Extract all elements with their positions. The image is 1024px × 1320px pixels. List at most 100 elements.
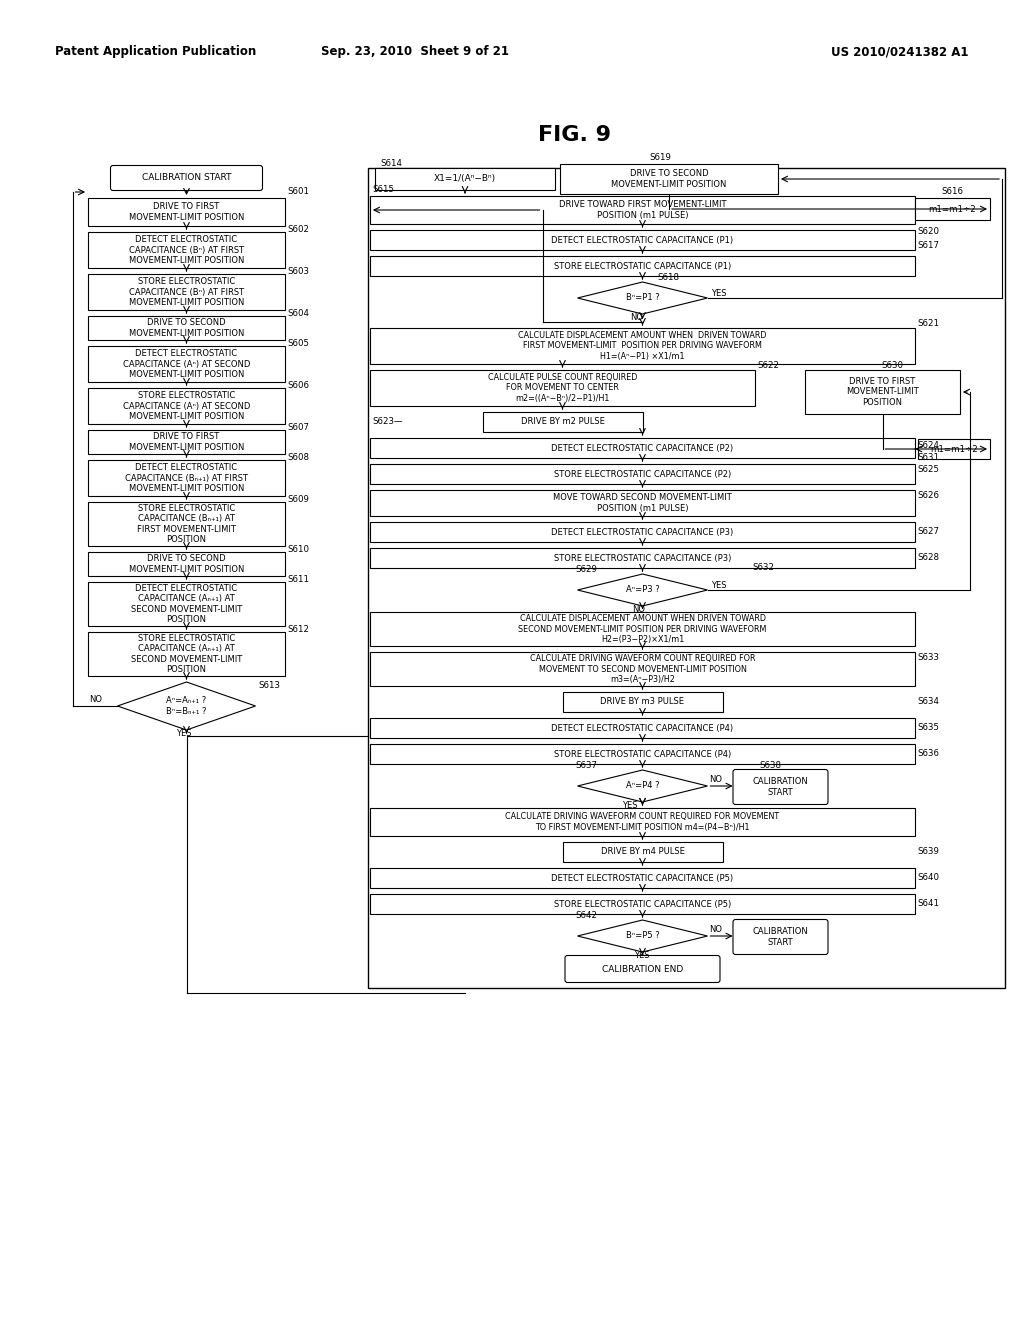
Text: S608: S608 (287, 454, 309, 462)
Bar (88, 632, 285, 676)
Text: STORE ELECTROSTATIC CAPACITANCE (P1): STORE ELECTROSTATIC CAPACITANCE (P1) (554, 261, 731, 271)
Text: NO: NO (710, 776, 723, 784)
Bar (370, 327, 915, 364)
Text: CALIBRATION
START: CALIBRATION START (753, 777, 808, 797)
Bar (88, 232, 285, 268)
Text: DETECT ELECTROSTATIC CAPACITANCE (P1): DETECT ELECTROSTATIC CAPACITANCE (P1) (552, 235, 733, 244)
Text: DRIVE BY m2 PULSE: DRIVE BY m2 PULSE (520, 417, 604, 426)
Text: S611: S611 (287, 576, 309, 585)
Text: DETECT ELECTROSTATIC
CAPACITANCE (Bₙ₊₁) AT FIRST
MOVEMENT-LIMIT POSITION: DETECT ELECTROSTATIC CAPACITANCE (Bₙ₊₁) … (125, 463, 248, 492)
Bar (370, 195, 915, 224)
Text: CALIBRATION
START: CALIBRATION START (753, 927, 808, 946)
Text: FIG. 9: FIG. 9 (539, 125, 611, 145)
FancyBboxPatch shape (111, 165, 262, 190)
Bar (370, 438, 915, 458)
Bar (370, 744, 915, 764)
Text: DETECT ELECTROSTATIC
CAPACITANCE (Bⁿ) AT FIRST
MOVEMENT-LIMIT POSITION: DETECT ELECTROSTATIC CAPACITANCE (Bⁿ) AT… (129, 235, 244, 264)
Polygon shape (578, 574, 708, 606)
Text: CALIBRATION START: CALIBRATION START (141, 173, 231, 182)
Text: YES: YES (635, 950, 650, 960)
Text: S610: S610 (287, 545, 309, 554)
Bar (370, 370, 755, 407)
Bar (918, 440, 990, 459)
Text: Aⁿ=Aₙ₊₁ ?
Bⁿ=Bₙ₊₁ ?: Aⁿ=Aₙ₊₁ ? Bⁿ=Bₙ₊₁ ? (166, 697, 207, 715)
Text: S614: S614 (380, 158, 402, 168)
Bar (88, 552, 285, 576)
Text: S635: S635 (918, 723, 939, 733)
Text: MOVE TOWARD SECOND MOVEMENT-LIMIT
POSITION (m1 PULSE): MOVE TOWARD SECOND MOVEMENT-LIMIT POSITI… (553, 494, 732, 512)
Text: STORE ELECTROSTATIC CAPACITANCE (P5): STORE ELECTROSTATIC CAPACITANCE (P5) (554, 899, 731, 908)
Text: DETECT ELECTROSTATIC CAPACITANCE (P2): DETECT ELECTROSTATIC CAPACITANCE (P2) (552, 444, 733, 453)
Text: Patent Application Publication: Patent Application Publication (55, 45, 256, 58)
Text: S605: S605 (287, 339, 309, 348)
Bar (88, 275, 285, 310)
Polygon shape (578, 920, 708, 952)
Bar (88, 315, 285, 341)
Text: S641: S641 (918, 899, 939, 908)
Text: S624: S624 (918, 441, 939, 450)
Bar (370, 894, 915, 913)
Text: DETECT ELECTROSTATIC CAPACITANCE (P4): DETECT ELECTROSTATIC CAPACITANCE (P4) (552, 723, 733, 733)
Text: S609: S609 (287, 495, 309, 504)
Text: S631: S631 (918, 454, 939, 462)
Text: S632: S632 (753, 564, 774, 573)
Polygon shape (118, 682, 256, 730)
Text: CALIBRATION END: CALIBRATION END (602, 965, 683, 974)
Text: YES: YES (712, 581, 727, 590)
Text: S627: S627 (918, 528, 939, 536)
Text: S634: S634 (918, 697, 939, 706)
Text: S638: S638 (760, 762, 781, 771)
Text: YES: YES (176, 730, 193, 738)
Text: DRIVE TO SECOND
MOVEMENT-LIMIT POSITION: DRIVE TO SECOND MOVEMENT-LIMIT POSITION (129, 318, 244, 338)
Bar (375, 168, 555, 190)
Bar (562, 692, 723, 711)
Text: DETECT ELECTROSTATIC
CAPACITANCE (Aⁿ) AT SECOND
MOVEMENT-LIMIT POSITION: DETECT ELECTROSTATIC CAPACITANCE (Aⁿ) AT… (123, 350, 250, 379)
Text: NO: NO (89, 696, 102, 705)
Text: DRIVE TO SECOND
MOVEMENT-LIMIT POSITION: DRIVE TO SECOND MOVEMENT-LIMIT POSITION (129, 554, 244, 573)
Text: S603: S603 (287, 268, 309, 276)
Text: S616: S616 (941, 186, 964, 195)
Text: CALCULATE DISPLACEMENT AMOUNT WHEN  DRIVEN TOWARD
FIRST MOVEMENT-LIMIT  POSITION: CALCULATE DISPLACEMENT AMOUNT WHEN DRIVE… (518, 331, 767, 360)
Bar (370, 718, 915, 738)
Bar (370, 869, 915, 888)
Text: S613: S613 (258, 681, 281, 690)
Text: DRIVE BY m3 PULSE: DRIVE BY m3 PULSE (600, 697, 684, 706)
Bar (88, 388, 285, 424)
Text: DRIVE TO SECOND
MOVEMENT-LIMIT POSITION: DRIVE TO SECOND MOVEMENT-LIMIT POSITION (611, 169, 727, 189)
Text: S617: S617 (918, 240, 939, 249)
FancyBboxPatch shape (733, 920, 828, 954)
Bar (88, 198, 285, 226)
Text: STORE ELECTROSTATIC
CAPACITANCE (Bₙ₊₁) AT
FIRST MOVEMENT-LIMIT
POSITION: STORE ELECTROSTATIC CAPACITANCE (Bₙ₊₁) A… (137, 504, 236, 544)
Text: NO: NO (710, 925, 723, 935)
Text: CALCULATE DRIVING WAVEFORM COUNT REQUIRED FOR
MOVEMENT TO SECOND MOVEMENT-LIMIT : CALCULATE DRIVING WAVEFORM COUNT REQUIRE… (529, 655, 756, 684)
Text: S630: S630 (882, 360, 903, 370)
Text: S622: S622 (757, 362, 779, 371)
Text: S604: S604 (287, 309, 309, 318)
Text: Aⁿ=P4 ?: Aⁿ=P4 ? (626, 781, 659, 791)
Bar (805, 370, 961, 414)
Text: DETECT ELECTROSTATIC CAPACITANCE (P5): DETECT ELECTROSTATIC CAPACITANCE (P5) (552, 874, 733, 883)
Text: S639: S639 (918, 847, 939, 857)
Bar (370, 808, 915, 836)
Text: CALCULATE PULSE COUNT REQUIRED
FOR MOVEMENT TO CENTER
m2=((Aⁿ−Bⁿ)/2−P1)/H1: CALCULATE PULSE COUNT REQUIRED FOR MOVEM… (487, 374, 637, 403)
Text: m1=m1÷2: m1=m1÷2 (930, 445, 978, 454)
Text: STORE ELECTROSTATIC CAPACITANCE (P4): STORE ELECTROSTATIC CAPACITANCE (P4) (554, 750, 731, 759)
Text: S628: S628 (918, 553, 939, 562)
Text: STORE ELECTROSTATIC
CAPACITANCE (Aₙ₊₁) AT
SECOND MOVEMENT-LIMIT
POSITION: STORE ELECTROSTATIC CAPACITANCE (Aₙ₊₁) A… (131, 635, 242, 673)
Text: DRIVE TO FIRST
MOVEMENT-LIMIT POSITION: DRIVE TO FIRST MOVEMENT-LIMIT POSITION (129, 202, 244, 222)
Bar (370, 548, 915, 568)
Text: NO: NO (631, 313, 643, 322)
Text: S626: S626 (918, 491, 939, 499)
Text: m1=m1÷2: m1=m1÷2 (929, 205, 976, 214)
Text: S623—: S623— (372, 417, 402, 426)
Text: S629: S629 (575, 565, 597, 573)
Text: S637: S637 (575, 760, 597, 770)
Polygon shape (578, 770, 708, 803)
Text: S625: S625 (918, 465, 939, 474)
Text: STORE ELECTROSTATIC CAPACITANCE (P3): STORE ELECTROSTATIC CAPACITANCE (P3) (554, 553, 731, 562)
Text: YES: YES (712, 289, 727, 297)
Bar (88, 430, 285, 454)
Bar (88, 459, 285, 496)
FancyBboxPatch shape (733, 770, 828, 804)
Text: S602: S602 (287, 226, 309, 235)
